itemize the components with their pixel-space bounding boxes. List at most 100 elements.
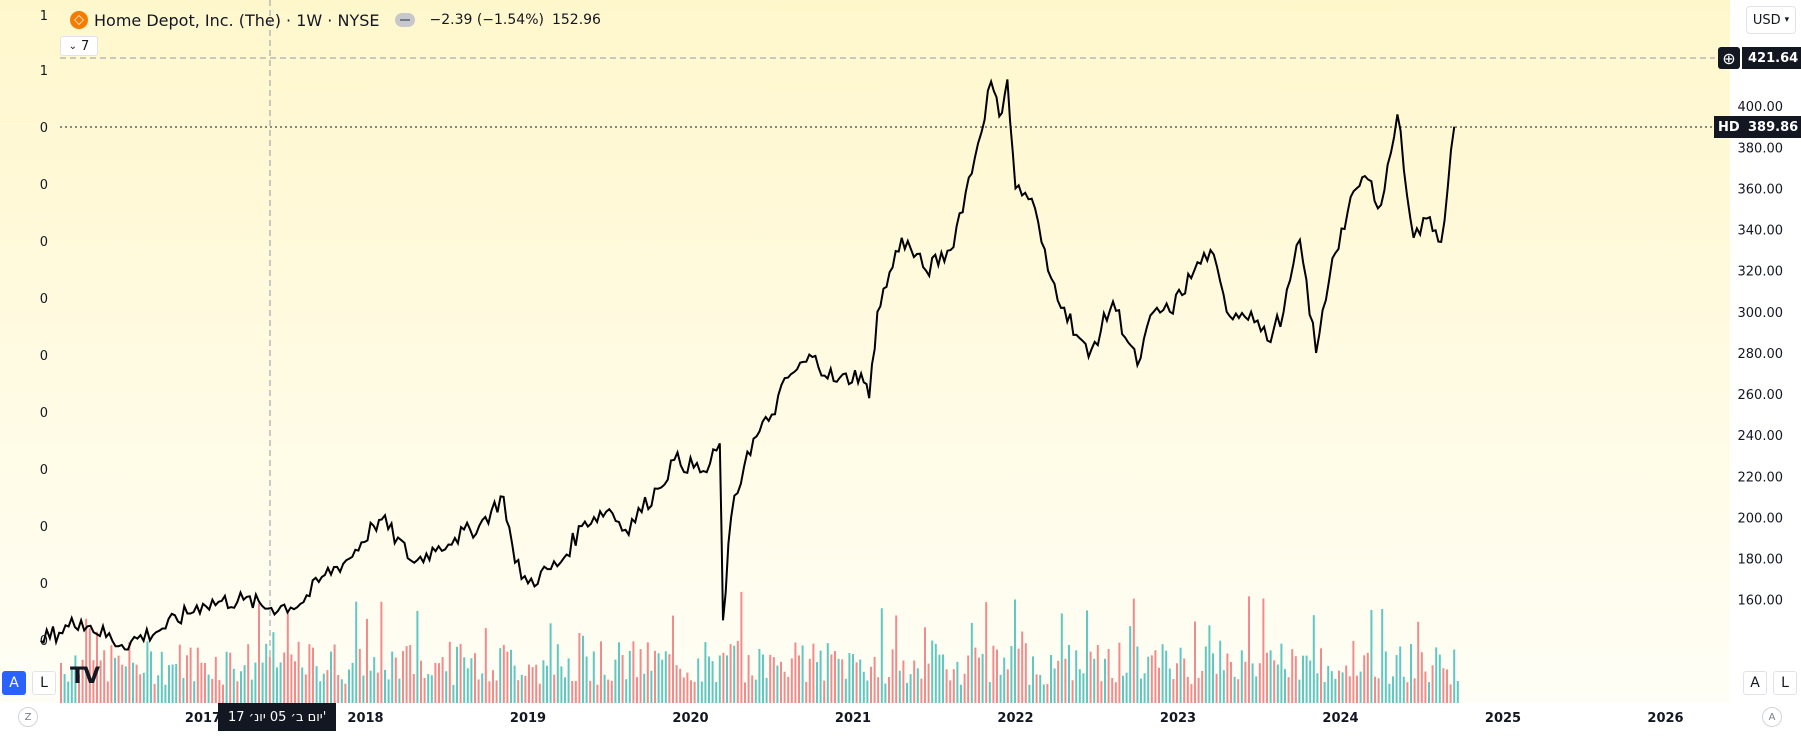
volume-bar — [420, 660, 422, 703]
volume-bar — [1417, 621, 1420, 703]
log-scale-right-button[interactable]: L — [1773, 671, 1797, 695]
volume-bar — [114, 657, 116, 703]
volume-bar — [1320, 648, 1322, 703]
volume-bar — [1212, 653, 1214, 703]
volume-bar — [236, 681, 239, 703]
volume-bar — [1197, 677, 1200, 703]
chevron-down-icon: ▾ — [1784, 15, 1790, 25]
time-axis-label: 2017 — [185, 711, 221, 726]
volume-bar — [1143, 673, 1146, 703]
volume-bar — [1053, 668, 1056, 703]
collapse-indicators-button[interactable]: ⌄ 7 — [60, 36, 98, 56]
zoom-right-button[interactable]: A — [1762, 707, 1782, 727]
log-scale-left-button[interactable]: L — [32, 671, 56, 695]
volume-bar — [448, 641, 451, 703]
volume-bar — [934, 643, 937, 703]
volume-bar — [1420, 652, 1423, 703]
price-axis-label: 340.00 — [1738, 224, 1784, 239]
volume-bar — [1129, 626, 1132, 703]
symbol-title[interactable]: Home Depot, Inc. (The) · 1W · NYSE — [94, 10, 380, 30]
left-scale-label: 0 — [40, 406, 48, 421]
volume-bar — [1219, 640, 1222, 703]
volume-bar — [351, 662, 354, 703]
volume-bar — [488, 681, 491, 703]
volume-bar — [668, 654, 671, 703]
volume-bar — [178, 644, 181, 703]
volume-bar — [1453, 649, 1456, 703]
volume-bar — [250, 679, 253, 703]
volume-bar — [1399, 646, 1402, 703]
volume-bar — [1010, 646, 1013, 703]
price-axis-label: 240.00 — [1738, 429, 1784, 444]
volume-bar — [232, 668, 235, 703]
volume-bar — [1392, 676, 1394, 703]
volume-bar — [798, 655, 800, 703]
volume-bar — [384, 669, 386, 703]
volume-bar — [70, 666, 73, 703]
left-scale: 1 1 0 0 0 0 0 0 0 0 0 0 — [40, 9, 48, 649]
volume-bar — [1078, 669, 1081, 703]
volume-bar — [726, 655, 728, 703]
volume-bar — [610, 680, 613, 703]
tradingview-logo[interactable]: TV — [70, 664, 100, 689]
volume-bar — [434, 662, 437, 703]
zoom-left-button[interactable]: Z — [18, 707, 38, 727]
volume-bar — [301, 667, 304, 703]
volume-bar — [265, 643, 268, 703]
volume-bar — [819, 650, 822, 703]
volume-bar — [1269, 650, 1272, 703]
volume-bar — [1352, 640, 1355, 703]
volume-bar — [1158, 667, 1160, 703]
left-scale-label: 0 — [40, 121, 48, 136]
volume-bar — [128, 642, 131, 703]
currency-select[interactable]: USD ▾ — [1746, 6, 1796, 34]
volume-bar — [1140, 678, 1142, 703]
volume-bar — [348, 669, 350, 703]
volume-bar — [135, 664, 138, 703]
volume-bar — [1114, 682, 1117, 703]
symbol-legend: Home Depot, Inc. (The) · 1W · NYSE −2.39… — [70, 8, 601, 32]
volume-bar — [412, 674, 415, 703]
volume-bar — [1060, 613, 1063, 703]
volume-bar — [592, 651, 595, 703]
volume-bar — [880, 608, 883, 703]
volume-bar — [546, 665, 548, 703]
volume-bar — [78, 674, 80, 703]
volume-bar — [549, 623, 552, 703]
volume-bar — [729, 644, 732, 703]
volume-bar — [1374, 676, 1376, 703]
time-axis-label: 2023 — [1160, 711, 1196, 726]
volume-bar — [722, 652, 725, 703]
volume-bar — [1330, 671, 1333, 703]
visibility-toggle-icon[interactable] — [395, 13, 416, 27]
volume-bar — [945, 669, 948, 703]
volume-bar — [103, 650, 106, 703]
auto-scale-right-button[interactable]: A — [1743, 671, 1767, 695]
volume-bar — [67, 681, 70, 703]
volume-bar — [376, 672, 379, 703]
volume-bar — [74, 655, 77, 703]
volume-bar — [1248, 596, 1250, 703]
volume-bar — [463, 657, 466, 703]
volume-bar — [805, 681, 808, 703]
volume-bar — [1316, 673, 1319, 703]
volume-bar — [1183, 658, 1186, 703]
volume-bar — [466, 668, 469, 703]
volume-bar — [1125, 672, 1128, 703]
volume-bar — [470, 658, 473, 703]
volume-bar — [646, 642, 649, 703]
volume-bar — [402, 651, 404, 703]
volume-bar — [938, 654, 941, 703]
volume-bar — [502, 644, 505, 703]
auto-scale-left-button[interactable]: A — [2, 671, 26, 695]
volume-bar — [1179, 647, 1182, 703]
add-alert-plus-icon[interactable]: ⊕ — [1718, 47, 1740, 69]
volume-bar — [1323, 682, 1326, 703]
volume-bar — [1042, 684, 1045, 703]
volume-bar — [639, 649, 642, 703]
volume-bar — [398, 678, 401, 703]
volume-bar — [906, 682, 908, 703]
volume-bar — [189, 647, 192, 703]
volume-bar — [1057, 660, 1060, 703]
